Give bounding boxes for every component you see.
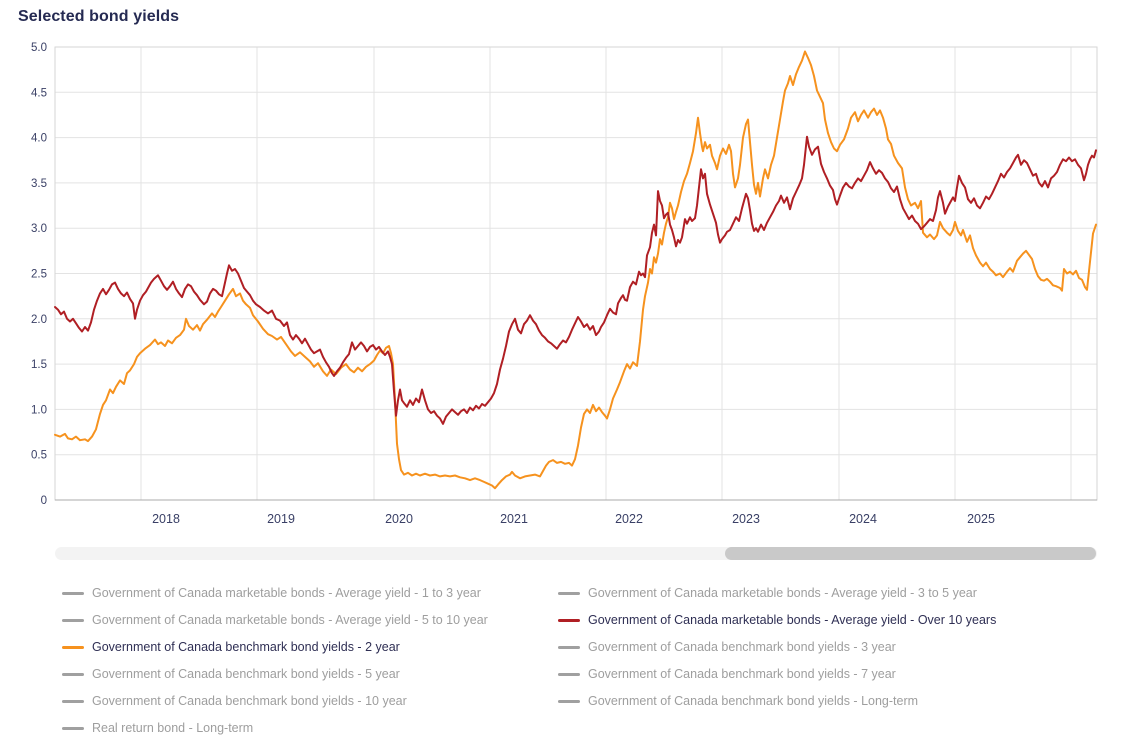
legend-item-label: Government of Canada marketable bonds - … [588,586,977,600]
legend-swatch-line-icon [62,618,84,622]
legend-item[interactable]: Government of Canada marketable bonds - … [558,611,1122,629]
y-axis-tick-label: 2.0 [31,314,47,326]
legend-swatch-line-icon [558,672,580,676]
legend-swatch-line-icon [558,645,580,649]
legend-item[interactable]: Real return bond - Long-term [62,719,558,737]
page-title: Selected bond yields [18,8,180,25]
x-axis-year-label: 2022 [615,512,643,526]
legend-swatch-line-icon [558,618,580,622]
legend-item[interactable]: Government of Canada benchmark bond yiel… [558,665,1122,683]
legend-item-label: Real return bond - Long-term [92,721,254,735]
y-axis-tick-label: 0 [41,495,47,507]
legend-item[interactable]: Government of Canada benchmark bond yiel… [558,692,1122,710]
legend-item-label: Government of Canada benchmark bond yiel… [588,667,896,681]
legend-swatch-line-icon [62,645,84,649]
legend-item[interactable]: Government of Canada marketable bonds - … [558,584,1122,602]
legend-swatch-line-icon [62,726,84,730]
legend-item-label: Government of Canada benchmark bond yiel… [92,667,400,681]
y-axis-tick-label: 2.5 [31,269,47,281]
legend-swatch-line-icon [62,591,84,595]
x-axis-year-label: 2023 [732,512,760,526]
x-axis-year-label: 2019 [267,512,295,526]
legend-swatch-line-icon [558,699,580,703]
x-axis-year-label: 2018 [152,512,180,526]
x-axis-year-label: 2025 [967,512,995,526]
chart-scrollbar-thumb[interactable] [725,547,1096,560]
y-axis-tick-label: 5.0 [31,42,47,54]
y-axis-tick-label: 3.0 [31,223,47,235]
y-axis-tick-label: 4.0 [31,133,47,145]
legend-item-label: Government of Canada benchmark bond yiel… [92,640,400,654]
y-axis-tick-label: 1.5 [31,359,47,371]
legend-swatch-line-icon [62,699,84,703]
legend-swatch-line-icon [62,672,84,676]
x-axis-year-label: 2024 [849,512,877,526]
legend-item[interactable]: Government of Canada marketable bonds - … [62,611,558,629]
legend-item[interactable]: Government of Canada benchmark bond yiel… [558,638,1122,656]
legend-item-label: Government of Canada benchmark bond yiel… [588,640,896,654]
series-line[interactable] [54,50,1097,490]
chart-legend: Government of Canada marketable bonds - … [62,584,1122,737]
legend-item[interactable]: Government of Canada benchmark bond yiel… [62,638,558,656]
x-axis-year-label: 2020 [385,512,413,526]
legend-item[interactable]: Government of Canada benchmark bond yiel… [62,692,558,710]
legend-item-label: Government of Canada marketable bonds - … [92,586,481,600]
legend-item-label: Government of Canada benchmark bond yiel… [588,694,919,708]
series-line[interactable] [54,135,1097,425]
chart-scrollbar-track[interactable] [55,547,1097,560]
x-axis-year-label: 2021 [500,512,528,526]
y-axis-tick-label: 1.0 [31,404,47,416]
yield-chart[interactable]: 0 0.5 1.0 1.5 2.0 2.5 3.0 3.5 4.0 4.5 5.0 2018 2019 2… [0,0,1140,540]
legend-swatch-line-icon [558,591,580,595]
legend-item-label: Government of Canada benchmark bond yiel… [92,694,407,708]
y-axis-tick-label: 0.5 [31,450,47,462]
legend-item[interactable]: Government of Canada benchmark bond yiel… [62,665,558,683]
y-axis-tick-label: 4.5 [31,87,47,99]
legend-item-label: Government of Canada marketable bonds - … [588,613,997,627]
y-axis-tick-label: 3.5 [31,178,47,190]
legend-item-label: Government of Canada marketable bonds - … [92,613,488,627]
legend-item[interactable]: Government of Canada marketable bonds - … [62,584,558,602]
